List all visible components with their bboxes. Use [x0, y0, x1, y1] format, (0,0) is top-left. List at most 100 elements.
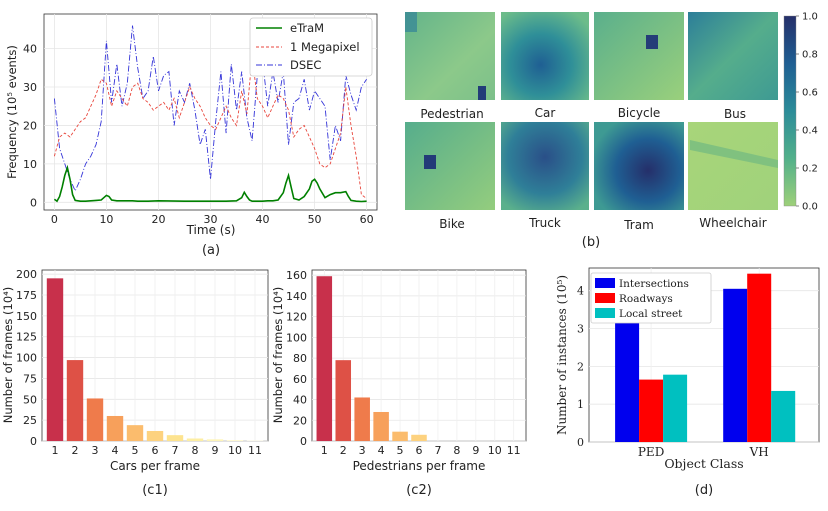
- panel-d-caption: (d): [695, 483, 713, 498]
- panel-c1-caption: (c1): [142, 483, 168, 498]
- x-tick-label: 10: [488, 444, 502, 457]
- legend-box: [590, 272, 712, 324]
- legend-swatch-intersections: [595, 278, 615, 288]
- colorbar-tick-label: 0.8: [802, 50, 818, 61]
- bar-4: [106, 415, 124, 441]
- legend-label-local-street: Local street: [619, 308, 683, 320]
- bar-8: [186, 438, 204, 441]
- panel-d-xlabel: Object Class: [664, 456, 743, 471]
- y-tick-label: 160: [286, 269, 307, 282]
- x-tick-label: 6: [152, 444, 159, 457]
- y-tick-label: 200: [16, 268, 37, 281]
- y-tick-label: 20: [293, 414, 307, 427]
- y-tick-label: 2: [577, 360, 584, 373]
- bar-2: [66, 360, 84, 441]
- bar-ped-local-street: [663, 374, 688, 442]
- panel-c1-bar-chart: 0 25 50 75 100 125 150 175 200 1 2 3 4 5 6 7 8 9 10 11 Cars…: [1, 268, 269, 498]
- heatmap-label-bicycle: Bicycle: [618, 106, 661, 120]
- bar-9: [206, 439, 224, 441]
- heatmap-label-bus: Bus: [724, 107, 746, 121]
- x-tick-label: 10: [228, 444, 242, 457]
- y-tick-label: 3: [577, 323, 584, 336]
- bar-vh-intersections: [723, 288, 748, 442]
- bar-6: [411, 434, 427, 441]
- x-tick-label: 3: [92, 444, 99, 457]
- y-tick-label: 80: [293, 352, 307, 365]
- panel-a-caption: (a): [202, 243, 220, 258]
- x-tick-label: 5: [397, 444, 404, 457]
- bar-6: [146, 430, 164, 441]
- x-tick-label: 8: [453, 444, 460, 457]
- bar-vh-roadways: [747, 273, 772, 442]
- panel-c1-ticks: 0 25 50 75 100 125 150 175 200 1 2 3 4 5 6 7 8 9 10 11: [16, 268, 262, 457]
- x-tick-label: 9: [472, 444, 479, 457]
- heatmap-pedestrian-edge: [405, 12, 417, 32]
- panel-d-grouped-bar-chart: 0 1 2 3 4 PED VH Intersections Roadways Local …: [555, 267, 820, 498]
- x-tick-label: 9: [212, 444, 219, 457]
- heatmap-bicycle-hotspot: [646, 35, 658, 49]
- bar-10: [226, 440, 244, 441]
- y-tick-label: 125: [16, 331, 37, 344]
- bar-7: [166, 435, 184, 441]
- panel-c2-caption: (c2): [406, 483, 432, 498]
- panel-c2-ticks: 0 20 40 60 80 100 120 140 160 1 2 3 4 5 6 7 8 9 10 11: [286, 269, 521, 457]
- panel-c2-bar-chart: 0 20 40 60 80 100 120 140 160 1 2 3 4 5 6 7 8 9 10 11 Pedes…: [271, 269, 527, 498]
- y-tick-label: 0: [30, 196, 37, 209]
- heatmap-label-tram: Tram: [623, 218, 654, 232]
- y-tick-label: 60: [293, 373, 307, 386]
- series-line-etram: [53, 164, 367, 203]
- x-tick-label: 6: [416, 444, 423, 457]
- colorbar-tick-label: 0.6: [802, 88, 818, 99]
- colorbar-tick-label: 0.0: [802, 202, 818, 213]
- heatmap-bus: [688, 12, 778, 100]
- x-tick-label: 11: [248, 444, 262, 457]
- y-tick-label: 175: [16, 289, 37, 302]
- heatmap-pedestrian: [405, 12, 495, 100]
- panel-d-bars: [615, 273, 796, 442]
- x-tick-label: 1: [321, 444, 328, 457]
- x-tick-label: 3: [359, 444, 366, 457]
- panel-a-legend: eTraM 1 Megapixel DSEC: [249, 17, 373, 77]
- panel-c2-xlabel: Pedestrians per frame: [353, 459, 486, 473]
- panel-a-series: [53, 25, 367, 203]
- bar-3: [86, 398, 104, 441]
- x-tick-label: 20: [151, 213, 165, 226]
- legend-label-intersections: Intersections: [619, 278, 689, 290]
- x-tick-label: 0: [51, 213, 58, 226]
- panel-d-legend: Intersections Roadways Local street: [590, 272, 712, 324]
- bar-3: [354, 397, 370, 441]
- x-tick-label: 8: [192, 444, 199, 457]
- legend-label-roadways: Roadways: [619, 293, 673, 305]
- bar-1: [46, 278, 64, 441]
- x-tick-label: 5: [132, 444, 139, 457]
- colorbar-tick-label: 1.0: [802, 12, 818, 23]
- panel-b-heatmap-grid: Pedestrian Car Bicycle Bus Bike Truck Tr…: [405, 12, 818, 250]
- y-tick-label: 20: [23, 119, 37, 132]
- colorbar-tick-label: 0.4: [802, 126, 818, 137]
- bar-1: [316, 276, 333, 441]
- y-tick-label: 40: [23, 43, 37, 56]
- x-tick-label: 2: [340, 444, 347, 457]
- y-tick-label: 120: [286, 311, 307, 324]
- bar-4: [373, 411, 389, 441]
- x-tick-label: 4: [112, 444, 119, 457]
- y-tick-label: 100: [16, 352, 37, 365]
- legend-swatch-local-street: [595, 308, 615, 318]
- series-line-dsec: [53, 25, 367, 192]
- y-tick-label: 150: [16, 310, 37, 323]
- x-tick-label: 50: [308, 213, 322, 226]
- series-line-1-megapixel: [53, 56, 367, 199]
- y-tick-label: 140: [286, 290, 307, 303]
- y-tick-label: 40: [293, 394, 307, 407]
- y-tick-label: 75: [23, 372, 37, 385]
- x-tick-label: 2: [72, 444, 79, 457]
- heatmap-truck: [501, 122, 589, 210]
- x-tick-label: 11: [507, 444, 521, 457]
- y-tick-label: 10: [23, 158, 37, 171]
- x-tick-label: 7: [434, 444, 441, 457]
- panel-c1-bars: [46, 278, 264, 441]
- panel-b-caption: (b): [582, 235, 600, 250]
- heatmap-pedestrian-hotspot: [478, 86, 486, 100]
- heatmap-label-truck: Truck: [528, 216, 561, 230]
